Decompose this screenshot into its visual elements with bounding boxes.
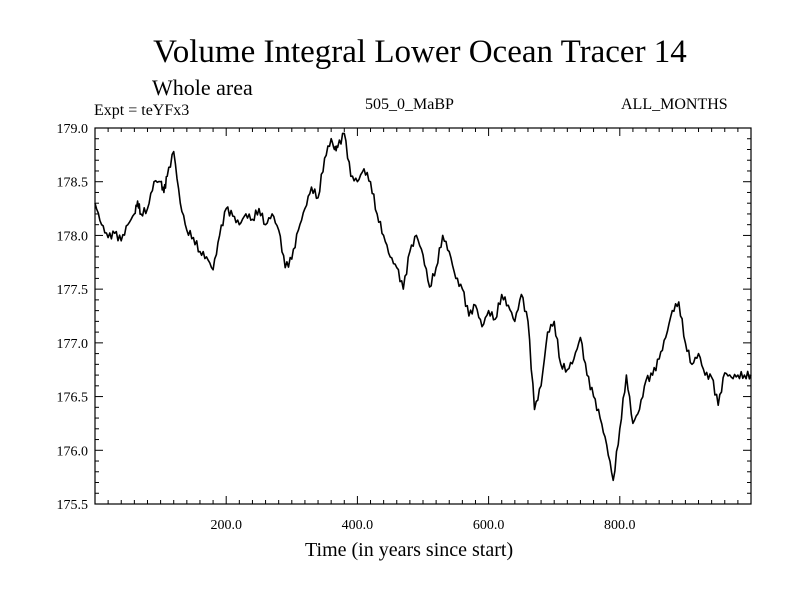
experiment-label: Expt = teYFx3 xyxy=(94,102,190,119)
series-layer xyxy=(94,132,752,482)
axis-tick-labels: 200.0 400.0 600.0 800.0 175.5 176.0 176.5 177.0… xyxy=(57,122,636,533)
chart-subtitle: Whole area xyxy=(152,75,253,100)
x-tick-label: 600.0 xyxy=(473,518,505,533)
period-label: 505_0_MaBP xyxy=(365,96,454,113)
y-tick-label: 175.5 xyxy=(57,498,89,513)
y-tick-label: 179.0 xyxy=(57,122,89,137)
y-tick-label: 177.5 xyxy=(57,283,89,298)
x-tick-label: 400.0 xyxy=(342,518,374,533)
y-tick-label: 176.0 xyxy=(57,444,89,459)
chart-title: Volume Integral Lower Ocean Tracer 14 xyxy=(153,34,687,70)
plot-frame xyxy=(94,127,752,505)
x-tick-label: 200.0 xyxy=(210,518,242,533)
y-tick-label: 177.0 xyxy=(57,337,89,352)
x-tick-label: 800.0 xyxy=(604,518,636,533)
y-tick-label: 178.0 xyxy=(57,229,89,244)
series-line xyxy=(94,132,752,482)
axis-ticks xyxy=(95,127,751,505)
y-tick-label: 176.5 xyxy=(57,391,89,406)
x-axis-label: Time (in years since start) xyxy=(305,539,514,561)
months-label: ALL_MONTHS xyxy=(621,96,728,113)
y-tick-label: 178.5 xyxy=(57,176,89,191)
